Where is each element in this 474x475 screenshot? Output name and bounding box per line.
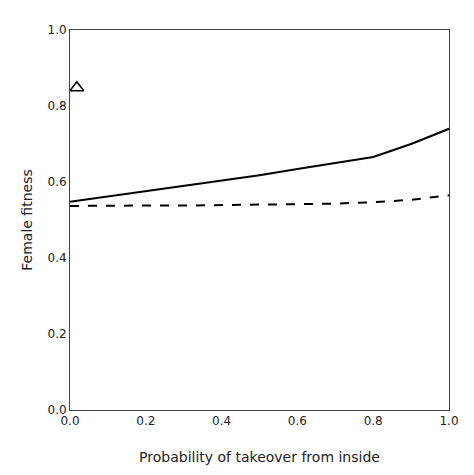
svg-text:0.0: 0.0 <box>60 414 79 428</box>
svg-text:0.6: 0.6 <box>48 175 67 189</box>
svg-text:Probability of takeover from i: Probability of takeover from inside <box>139 449 380 465</box>
svg-text:0.2: 0.2 <box>136 414 155 428</box>
svg-text:0.4: 0.4 <box>48 251 67 265</box>
svg-text:1.0: 1.0 <box>439 414 458 428</box>
svg-text:0.0: 0.0 <box>48 403 67 417</box>
svg-text:0.4: 0.4 <box>212 414 231 428</box>
svg-text:1.0: 1.0 <box>48 23 67 37</box>
svg-text:0.2: 0.2 <box>48 327 67 341</box>
svg-text:Female fitness: Female fitness <box>19 169 35 270</box>
svg-text:0.6: 0.6 <box>288 414 307 428</box>
svg-text:0.8: 0.8 <box>364 414 383 428</box>
svg-text:0.8: 0.8 <box>48 99 67 113</box>
